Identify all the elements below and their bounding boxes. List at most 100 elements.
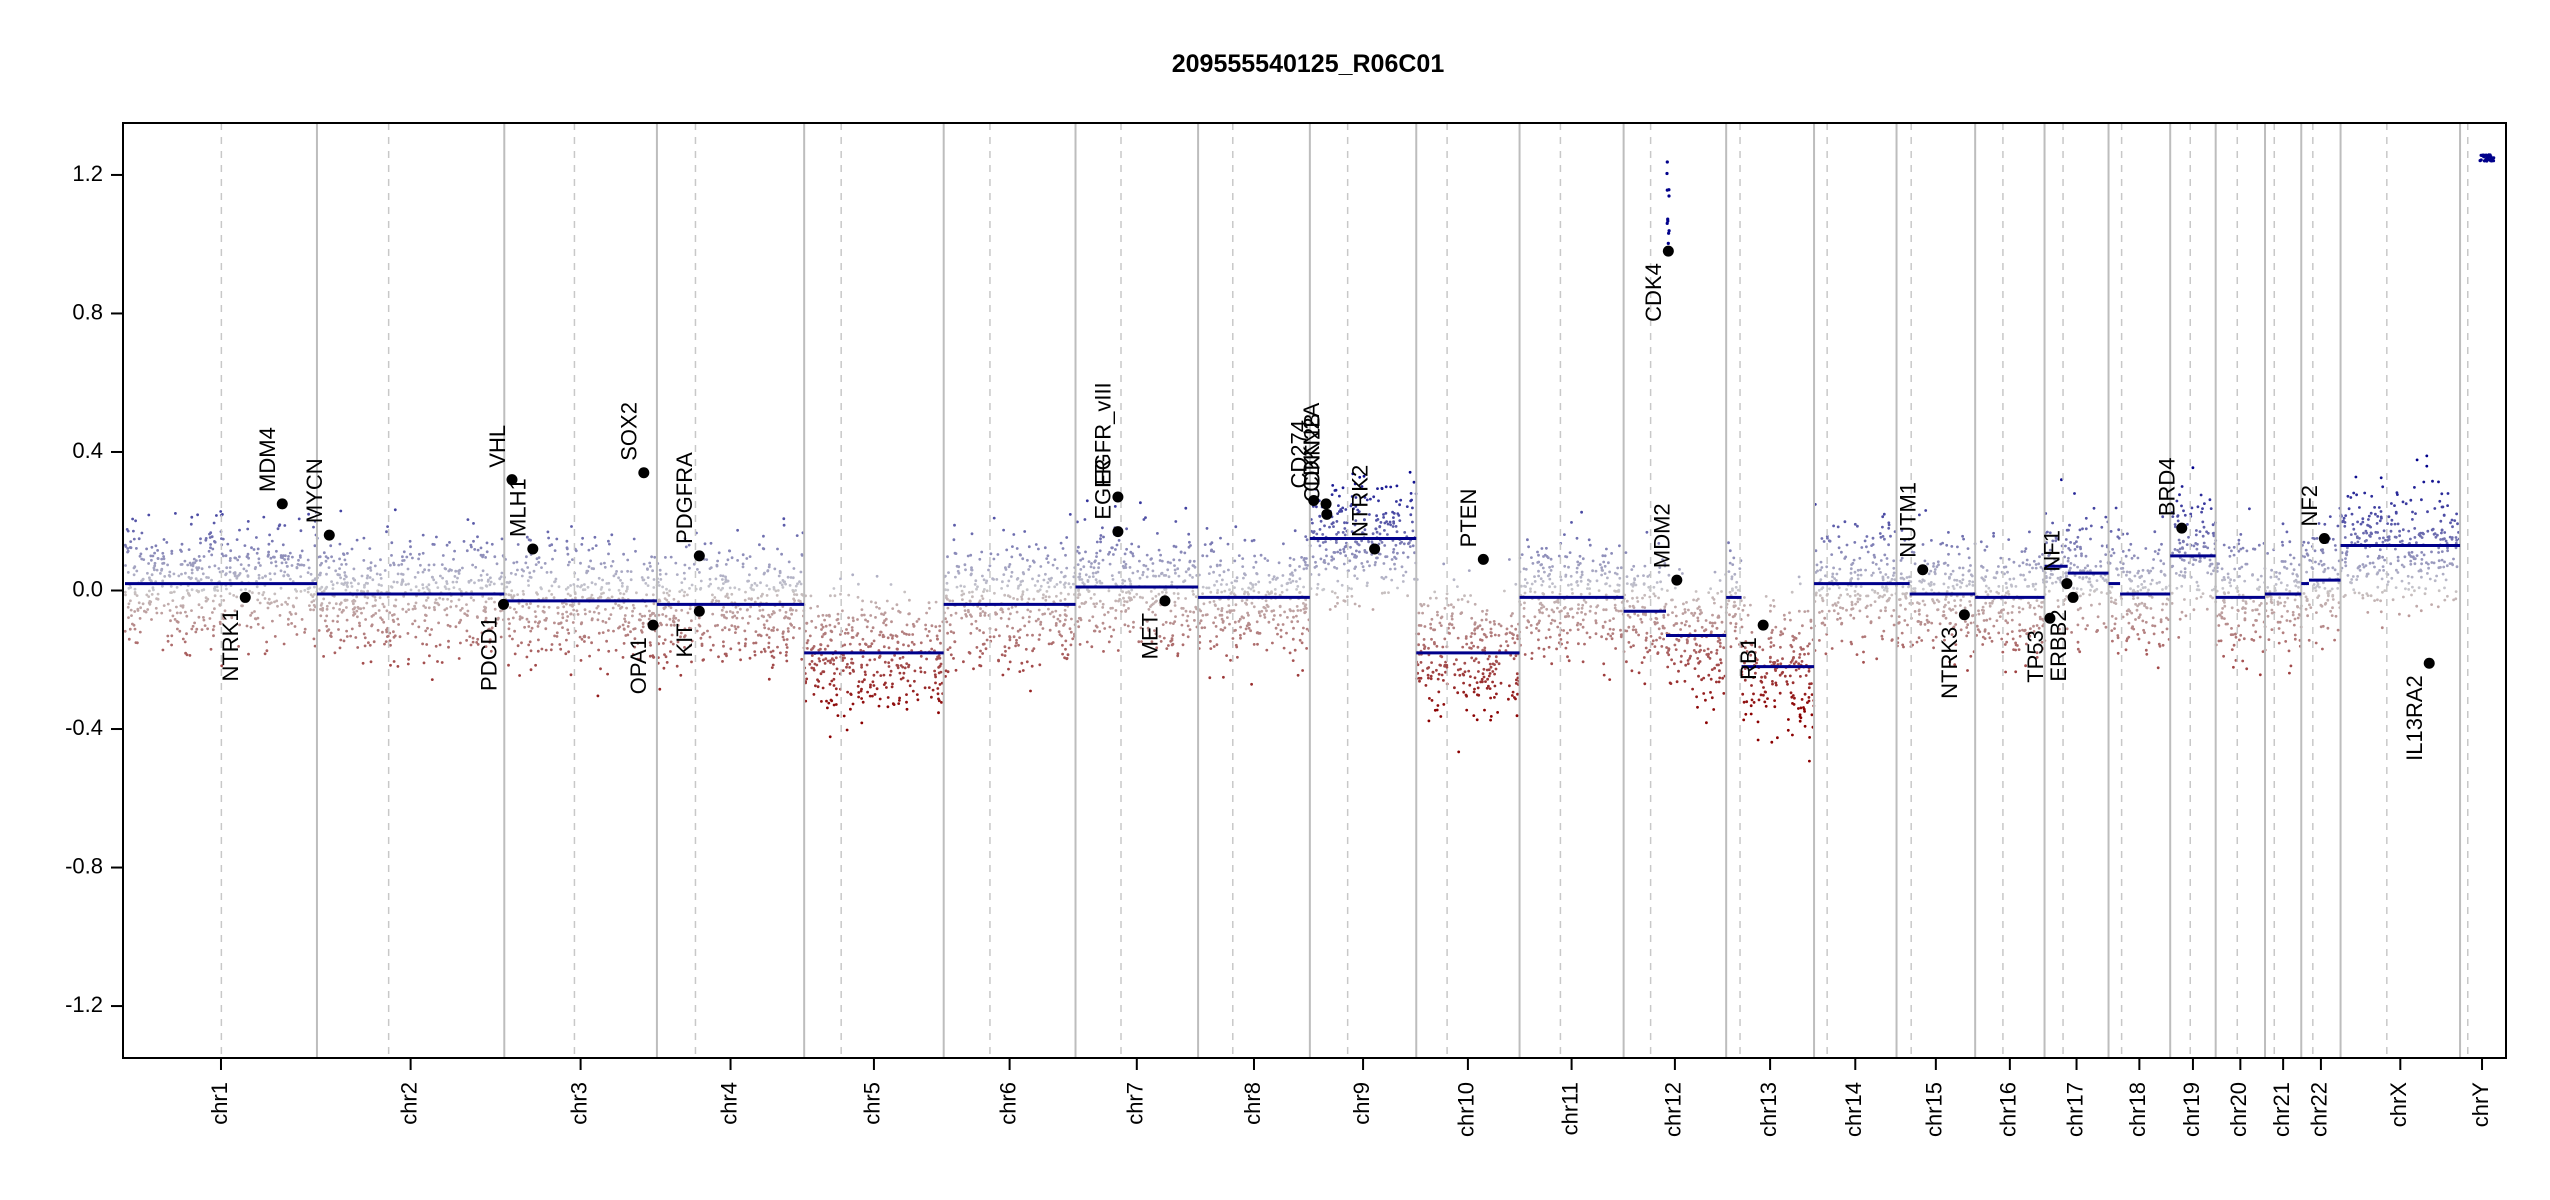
probe-dot bbox=[905, 700, 908, 704]
probe-dot bbox=[382, 605, 386, 609]
probe-dot bbox=[708, 567, 712, 570]
probe-dot bbox=[553, 621, 556, 625]
probe-dot bbox=[797, 599, 801, 602]
probe-dot bbox=[737, 588, 741, 591]
probe-dot bbox=[625, 587, 629, 591]
probe-dot bbox=[220, 552, 224, 556]
probe-dot bbox=[595, 606, 599, 610]
probe-dot bbox=[1483, 649, 1486, 652]
probe-dot bbox=[1212, 621, 1215, 625]
probe-dot bbox=[1817, 589, 1821, 592]
probe-dot bbox=[640, 576, 644, 579]
probe-dot bbox=[556, 606, 560, 609]
probe-dot bbox=[1581, 618, 1585, 622]
probe-dot bbox=[871, 680, 875, 684]
probe-dot bbox=[1791, 694, 1795, 697]
probe-dot bbox=[224, 554, 228, 558]
probe-dot bbox=[1076, 596, 1080, 599]
probe-dot bbox=[1431, 670, 1435, 674]
probe-dot bbox=[645, 593, 648, 597]
probe-dot bbox=[379, 616, 382, 620]
probe-dot bbox=[603, 561, 606, 565]
probe-dot bbox=[1289, 581, 1293, 584]
probe-dot bbox=[1548, 635, 1552, 639]
probe-dot bbox=[967, 651, 971, 654]
probe-dot bbox=[621, 656, 625, 659]
probe-dot bbox=[1601, 554, 1605, 558]
probe-dot bbox=[1018, 670, 1022, 673]
probe-dot bbox=[414, 635, 418, 639]
probe-dot bbox=[338, 557, 341, 561]
probe-dot bbox=[392, 613, 396, 616]
probe-dot bbox=[787, 630, 790, 633]
probe-dot bbox=[1945, 543, 1949, 547]
probe-dot bbox=[1525, 581, 1529, 585]
probe-dot bbox=[638, 612, 642, 616]
probe-dot bbox=[1707, 652, 1710, 656]
probe-dot bbox=[1370, 540, 1374, 544]
probe-dot bbox=[458, 568, 462, 572]
probe-dot bbox=[1603, 572, 1607, 575]
probe-dot bbox=[161, 579, 165, 583]
probe-dot bbox=[581, 595, 584, 599]
probe-dot bbox=[1944, 603, 1947, 607]
probe-dot bbox=[1027, 597, 1031, 601]
probe-dot bbox=[1192, 564, 1196, 568]
probe-dot bbox=[276, 604, 279, 608]
probe-dot bbox=[1476, 625, 1480, 629]
probe-dot bbox=[707, 584, 711, 588]
probe-dot bbox=[381, 630, 384, 634]
probe-dot bbox=[1881, 637, 1884, 641]
probe-dot bbox=[594, 582, 597, 586]
probe-dot bbox=[1404, 570, 1408, 574]
probe-dot bbox=[472, 539, 475, 543]
probe-dot bbox=[1552, 610, 1556, 614]
probe-dot bbox=[293, 625, 297, 628]
probe-dot bbox=[1606, 632, 1610, 636]
probe-dot bbox=[893, 654, 896, 657]
probe-dot bbox=[1620, 633, 1624, 637]
probe-dot bbox=[980, 550, 984, 554]
probe-dot bbox=[374, 612, 378, 615]
probe-dot bbox=[1603, 620, 1607, 624]
probe-dot bbox=[1355, 549, 1358, 553]
probe-dot bbox=[567, 650, 570, 654]
probe-dot bbox=[1472, 644, 1475, 648]
probe-dot bbox=[1693, 629, 1697, 633]
probe-dot bbox=[814, 684, 817, 688]
probe-dot bbox=[662, 591, 666, 595]
probe-dot bbox=[680, 581, 684, 584]
probe-dot bbox=[609, 613, 613, 616]
probe-dot bbox=[937, 654, 941, 657]
probe-dot bbox=[306, 558, 310, 562]
probe-dot bbox=[1704, 698, 1707, 702]
probe-dot bbox=[1470, 647, 1473, 650]
probe-dot bbox=[358, 621, 361, 625]
probe-dot bbox=[1921, 543, 1925, 546]
probe-dot bbox=[145, 593, 149, 597]
probe-dot bbox=[432, 606, 436, 609]
probe-dot bbox=[1608, 584, 1612, 588]
probe-dot bbox=[1184, 506, 1188, 510]
probe-dot bbox=[1820, 587, 1824, 591]
probe-dot bbox=[636, 641, 640, 645]
probe-dot bbox=[529, 668, 533, 672]
probe-dot bbox=[1797, 609, 1801, 613]
probe-dot bbox=[1087, 590, 1091, 593]
probe-dot bbox=[1728, 613, 1731, 617]
probe-dot bbox=[346, 581, 349, 585]
probe-dot bbox=[1688, 657, 1692, 660]
probe-dot bbox=[741, 553, 745, 557]
probe-dot bbox=[1442, 562, 1446, 566]
probe-dot bbox=[587, 597, 591, 600]
probe-dot bbox=[479, 546, 483, 550]
probe-dot bbox=[1110, 574, 1114, 577]
probe-dot bbox=[1208, 676, 1212, 680]
probe-dot bbox=[1523, 601, 1526, 605]
probe-dot bbox=[1044, 595, 1048, 598]
probe-dot bbox=[283, 570, 287, 574]
probe-dot bbox=[1750, 631, 1754, 634]
probe-dot bbox=[286, 602, 289, 606]
probe-dot bbox=[1177, 596, 1180, 600]
probe-dot bbox=[1772, 661, 1775, 664]
